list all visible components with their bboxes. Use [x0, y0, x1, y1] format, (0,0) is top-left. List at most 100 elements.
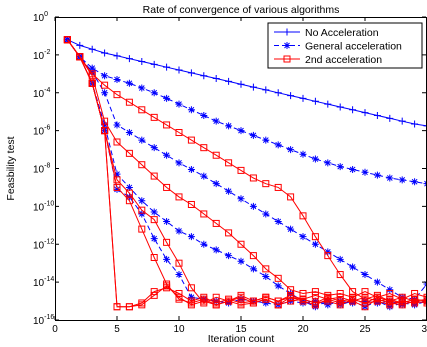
data-point: [200, 210, 208, 218]
data-point: [187, 165, 195, 173]
data-point: [212, 297, 220, 305]
y-tick-base: 10: [33, 316, 45, 327]
data-point: [63, 36, 71, 44]
data-point: [361, 303, 369, 311]
data-point: [101, 127, 109, 135]
data-point: [361, 271, 369, 279]
y-tick-label: 10-10: [33, 200, 54, 213]
y-tick-label: 10-2: [33, 49, 50, 62]
data-point: [212, 180, 220, 188]
data-point: [138, 206, 146, 214]
data-point: [237, 166, 245, 174]
y-tick-base: 10: [33, 240, 45, 251]
data-point: [237, 80, 245, 88]
data-point: [225, 299, 233, 307]
data-point: [336, 299, 344, 307]
x-tick-label: 5: [114, 324, 120, 335]
data-point: [411, 297, 419, 305]
series-line: [66, 39, 427, 300]
data-point: [113, 170, 121, 178]
y-tick-label: 10-8: [33, 163, 50, 176]
data-point: [349, 297, 357, 305]
data-point: [125, 189, 133, 197]
data-point: [187, 284, 195, 292]
series-1: [63, 36, 427, 188]
series-line: [66, 39, 427, 306]
data-point: [125, 183, 133, 191]
data-point: [163, 218, 171, 226]
data-point: [274, 141, 282, 149]
data-point: [287, 289, 295, 297]
data-point: [311, 301, 319, 309]
data-point: [249, 174, 257, 182]
data-point: [349, 299, 357, 307]
data-point: [212, 151, 220, 159]
data-point: [200, 172, 208, 180]
data-point: [187, 233, 195, 241]
data-point: [398, 176, 406, 184]
data-point: [225, 122, 233, 130]
data-point: [212, 246, 220, 254]
legend-marker: [283, 28, 291, 36]
data-point: [187, 136, 195, 144]
data-point: [262, 265, 270, 273]
data-point: [373, 111, 381, 119]
data-point: [175, 293, 183, 301]
data-point: [311, 233, 319, 241]
data-point: [373, 171, 381, 179]
data-point: [138, 58, 146, 66]
axis-ticks: 05101520253010010-210-410-610-810-1010-1…: [33, 11, 427, 335]
data-point: [324, 100, 332, 108]
data-point: [187, 301, 195, 309]
data-point: [411, 178, 419, 186]
data-point: [411, 301, 419, 309]
data-point: [163, 94, 171, 102]
data-point: [262, 210, 270, 218]
data-point: [150, 216, 158, 224]
data-point: [150, 235, 158, 243]
data-point: [311, 291, 319, 299]
data-point: [150, 291, 158, 299]
y-tick-base: 10: [33, 51, 45, 62]
data-point: [423, 299, 427, 307]
data-point: [311, 155, 319, 163]
data-point: [113, 183, 121, 191]
data-point: [299, 94, 307, 102]
data-point: [212, 75, 220, 83]
data-point: [299, 297, 307, 305]
data-point: [200, 293, 208, 301]
data-point: [262, 86, 270, 94]
data-point: [88, 64, 96, 72]
data-point: [150, 113, 158, 121]
data-point: [287, 92, 295, 100]
data-point: [386, 174, 394, 182]
data-point: [249, 83, 257, 91]
data-point: [249, 131, 257, 139]
data-point: [113, 91, 121, 99]
data-point: [373, 299, 381, 307]
y-tick-label: 10-6: [33, 125, 50, 138]
data-point: [212, 301, 220, 309]
legend-marker: [283, 42, 291, 49]
data-point: [88, 72, 96, 80]
data-point: [187, 69, 195, 77]
data-point: [274, 218, 282, 226]
data-point: [349, 165, 357, 173]
series-10: [63, 36, 427, 311]
data-point: [150, 60, 158, 68]
y-tick-label: 100: [33, 11, 48, 24]
data-point: [336, 103, 344, 111]
data-point: [125, 197, 133, 205]
data-point: [311, 303, 319, 311]
data-point: [361, 109, 369, 117]
data-point: [411, 120, 419, 128]
data-point: [423, 122, 427, 130]
series-line: [66, 39, 427, 308]
y-tick-base: 10: [33, 89, 45, 100]
data-point: [423, 293, 427, 301]
data-point: [200, 240, 208, 248]
data-point: [299, 150, 307, 158]
data-point: [163, 282, 171, 290]
